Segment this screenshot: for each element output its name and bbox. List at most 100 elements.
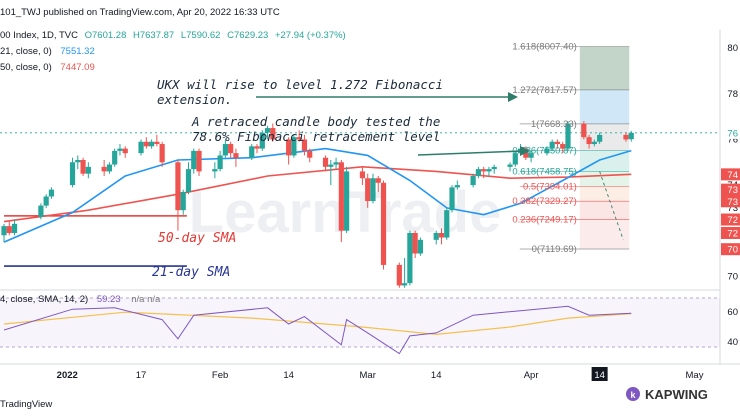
candle-body (180, 191, 186, 211)
ma21-legend: 21, close, 0) 7551.32 (0, 46, 95, 57)
candle-body (85, 166, 91, 174)
candle (333, 157, 339, 170)
price-tick-label: 73 (727, 203, 738, 214)
candle (401, 258, 408, 288)
candle (359, 166, 366, 186)
candle-body (196, 150, 202, 172)
ukx-arrow-head (508, 92, 518, 102)
candle-body (359, 171, 366, 179)
candle-body (259, 132, 265, 149)
candle-body (544, 148, 550, 154)
fib-label: 0.5(7394.01) (523, 181, 577, 192)
open-value: O7601.28 (85, 30, 127, 41)
symbol-name: 00 Index, 1D, TVC (0, 30, 78, 41)
candle-body (228, 144, 234, 154)
ma21-legend-label: 21, close, 0) (0, 46, 52, 57)
candle-body (11, 223, 18, 233)
candle (486, 166, 492, 176)
candle (254, 144, 260, 154)
tradingview-logo-text[interactable]: TradingView (0, 399, 52, 410)
candle-body (117, 148, 123, 151)
candle-body (270, 128, 276, 140)
chart-header: 101_TWJ published on TradingView.com, Ap… (0, 7, 346, 305)
price-tick-label: 70 (727, 271, 738, 282)
candle-body (338, 162, 344, 231)
ma21-legend-value: 7551.32 (60, 46, 94, 57)
candle-body (6, 226, 12, 233)
symbol-line: 00 Index, 1D, TVC O7601.28 H7637.87 L759… (0, 30, 346, 41)
candle (138, 139, 144, 156)
fib-zone (579, 46, 630, 90)
candle (417, 237, 424, 256)
price-marker-label: 74 (727, 170, 738, 181)
candle-body (486, 169, 492, 172)
candle (549, 139, 555, 151)
candle (301, 134, 308, 156)
candle-body (565, 123, 571, 149)
candle (212, 162, 218, 179)
candle-body (470, 175, 476, 186)
candle (454, 180, 460, 190)
candle-body (159, 144, 165, 163)
candle (407, 230, 413, 286)
time-tick-label: Mar (360, 370, 376, 381)
retrace-arrow-head (520, 146, 530, 156)
candle (11, 219, 18, 236)
fib-label: 1.272(7817.57) (512, 85, 576, 96)
fib-label: 0.618(7458.75) (512, 167, 576, 178)
candle-body (322, 157, 329, 167)
candle (554, 139, 561, 149)
candle (565, 121, 571, 151)
fibonacci-zones (519, 46, 630, 250)
candle (628, 130, 634, 142)
candle-body (523, 148, 529, 158)
candle (180, 189, 186, 215)
candle (143, 137, 149, 149)
candle (148, 139, 155, 149)
candle-body (175, 162, 181, 211)
candle (101, 160, 107, 176)
candle-body (401, 283, 408, 286)
candle (544, 146, 550, 156)
candle (475, 166, 481, 179)
candle-body (101, 166, 107, 172)
candle-body (249, 146, 255, 158)
candle (175, 160, 181, 231)
price-marker-label: 73 (727, 197, 738, 208)
candle (328, 160, 334, 186)
time-axis: 2022 17 Feb 14 Mar 14 Apr 14 May (57, 367, 704, 381)
retrace-annotation-line1: A retraced candle body tested the (191, 114, 440, 129)
ukx-annotation-line1: UKX will rise to level 1.272 Fibonacci (157, 77, 443, 92)
retrace-arrow-shaft (417, 150, 523, 156)
candle (69, 157, 76, 188)
time-tick-label: 2022 (57, 370, 78, 381)
sma21-line (3, 147, 632, 243)
price-marker-label: 72 (727, 215, 738, 226)
kapwing-badge: k KAPWING (626, 387, 708, 402)
candle (623, 132, 629, 142)
candle (185, 162, 192, 195)
candle-body (581, 123, 587, 138)
kapwing-logo-icon (626, 387, 640, 401)
price-tick-label: 80 (727, 43, 738, 54)
price-marker-label: 76 (727, 128, 738, 139)
price-marker-box (721, 183, 740, 196)
candle-body (222, 144, 228, 156)
candle (512, 150, 518, 167)
sma21-annotation: 21-day SMA (152, 265, 230, 280)
publisher-line: 101_TWJ published on TradingView.com, Ap… (0, 7, 280, 18)
candle (412, 230, 418, 259)
rsi-legend-value: 59.23 (97, 294, 121, 305)
kapwing-logo-glyph: k (630, 390, 636, 400)
price-marker-box (721, 126, 740, 139)
price-marker-box (721, 195, 740, 208)
price-marker-label: 72 (727, 228, 738, 239)
candle-body (591, 141, 597, 145)
price-marker-box (721, 243, 740, 256)
candle (449, 185, 455, 213)
time-tick-label: May (686, 370, 704, 381)
candle (38, 203, 44, 220)
close-value: C7629.23 (227, 30, 268, 41)
rsi-legend-na: n/a n/a (131, 294, 161, 305)
candle-body (264, 128, 271, 133)
